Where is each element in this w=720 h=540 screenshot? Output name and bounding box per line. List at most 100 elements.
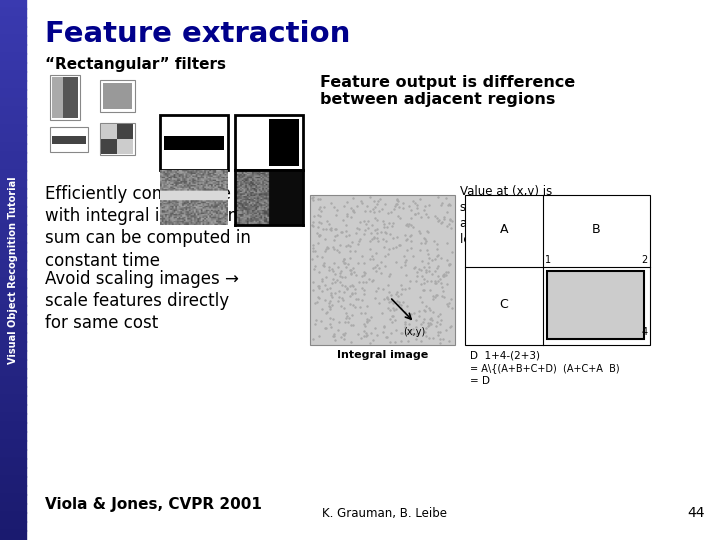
Bar — [0, 179, 26, 189]
Bar — [0, 71, 26, 81]
Bar — [101, 124, 117, 139]
Bar — [0, 116, 26, 126]
Bar — [0, 395, 26, 405]
Bar — [0, 44, 26, 54]
Bar — [0, 440, 26, 450]
Text: 4: 4 — [642, 327, 648, 337]
Bar — [0, 143, 26, 153]
Text: 2: 2 — [642, 255, 648, 265]
Bar — [0, 404, 26, 414]
Bar — [0, 332, 26, 342]
Bar — [0, 494, 26, 504]
Bar — [164, 136, 224, 150]
Bar — [117, 139, 133, 154]
Bar — [63, 77, 78, 118]
Bar — [103, 83, 132, 109]
Bar — [0, 449, 26, 459]
Bar — [0, 422, 26, 432]
Bar — [310, 195, 455, 345]
Text: (x,y): (x,y) — [403, 327, 426, 337]
Text: = A\{(A+B+C+D)  (A+C+A  B): = A\{(A+B+C+D) (A+C+A B) — [470, 363, 620, 373]
Bar — [0, 224, 26, 234]
Bar — [117, 124, 133, 139]
Bar — [0, 323, 26, 333]
Bar — [0, 206, 26, 216]
Bar — [269, 119, 299, 166]
Bar — [0, 26, 26, 36]
Bar — [0, 0, 26, 9]
Bar — [0, 413, 26, 423]
Bar — [0, 458, 26, 468]
Bar — [100, 123, 135, 155]
Text: B: B — [592, 223, 600, 236]
Bar — [50, 127, 88, 152]
Text: 44: 44 — [688, 506, 705, 520]
Bar — [52, 136, 86, 144]
Bar — [0, 89, 26, 99]
Text: C: C — [500, 298, 508, 311]
Bar — [0, 170, 26, 180]
Bar — [0, 242, 26, 252]
Text: K. Grauman, B. Leibe: K. Grauman, B. Leibe — [323, 507, 448, 520]
Text: Visual Object Recognition Tutorial: Visual Object Recognition Tutorial — [8, 176, 18, 364]
Bar — [0, 287, 26, 297]
Bar — [101, 139, 117, 154]
Bar — [0, 107, 26, 117]
Bar — [0, 467, 26, 477]
Bar — [0, 260, 26, 270]
Text: “Rectangular” filters: “Rectangular” filters — [45, 57, 226, 72]
Bar — [465, 195, 650, 345]
Bar — [0, 530, 26, 540]
Bar — [0, 188, 26, 198]
Text: 1: 1 — [545, 255, 551, 265]
Bar — [0, 53, 26, 63]
Text: Integral image: Integral image — [337, 350, 428, 360]
Bar — [0, 197, 26, 207]
Bar — [0, 341, 26, 351]
Bar — [0, 314, 26, 324]
Text: A: A — [500, 223, 508, 236]
Bar — [0, 98, 26, 108]
Bar — [160, 115, 228, 170]
Bar — [100, 80, 135, 112]
Bar — [0, 296, 26, 306]
Text: D  1+4-(2+3): D 1+4-(2+3) — [470, 350, 540, 360]
Bar — [0, 80, 26, 90]
Bar — [0, 512, 26, 522]
Bar — [0, 503, 26, 513]
Bar — [0, 215, 26, 225]
Bar — [50, 75, 80, 120]
Bar — [0, 8, 26, 18]
Bar — [0, 35, 26, 45]
Bar — [235, 115, 303, 170]
Bar — [0, 269, 26, 279]
Bar — [0, 278, 26, 288]
Bar — [0, 368, 26, 378]
Bar — [0, 350, 26, 360]
Text: Feature output is difference
between adjacent regions: Feature output is difference between adj… — [320, 75, 575, 107]
Text: Avoid scaling images →
scale features directly
for same cost: Avoid scaling images → scale features di… — [45, 270, 239, 333]
Bar — [0, 386, 26, 396]
Bar — [0, 476, 26, 486]
Bar — [0, 485, 26, 495]
Bar — [0, 125, 26, 135]
Bar — [0, 161, 26, 171]
Bar — [0, 233, 26, 243]
Text: Feature extraction: Feature extraction — [45, 20, 351, 48]
Bar — [0, 62, 26, 72]
Bar — [0, 134, 26, 144]
Text: Value at (x,y) is
sum of pixels
above and to the
left of (x,y): Value at (x,y) is sum of pixels above an… — [460, 185, 561, 246]
Bar — [0, 521, 26, 531]
Bar — [0, 305, 26, 315]
Bar — [0, 17, 26, 27]
Bar — [0, 251, 26, 261]
Bar — [0, 431, 26, 441]
Bar — [0, 377, 26, 387]
Bar — [239, 119, 269, 166]
Text: Viola & Jones, CVPR 2001: Viola & Jones, CVPR 2001 — [45, 497, 262, 512]
Text: Efficiently computable
with integral image: any
sum can be computed in
constant : Efficiently computable with integral ima… — [45, 185, 251, 269]
Text: = D: = D — [470, 376, 490, 386]
Bar — [546, 271, 644, 339]
Bar — [0, 152, 26, 162]
Bar — [52, 77, 63, 118]
